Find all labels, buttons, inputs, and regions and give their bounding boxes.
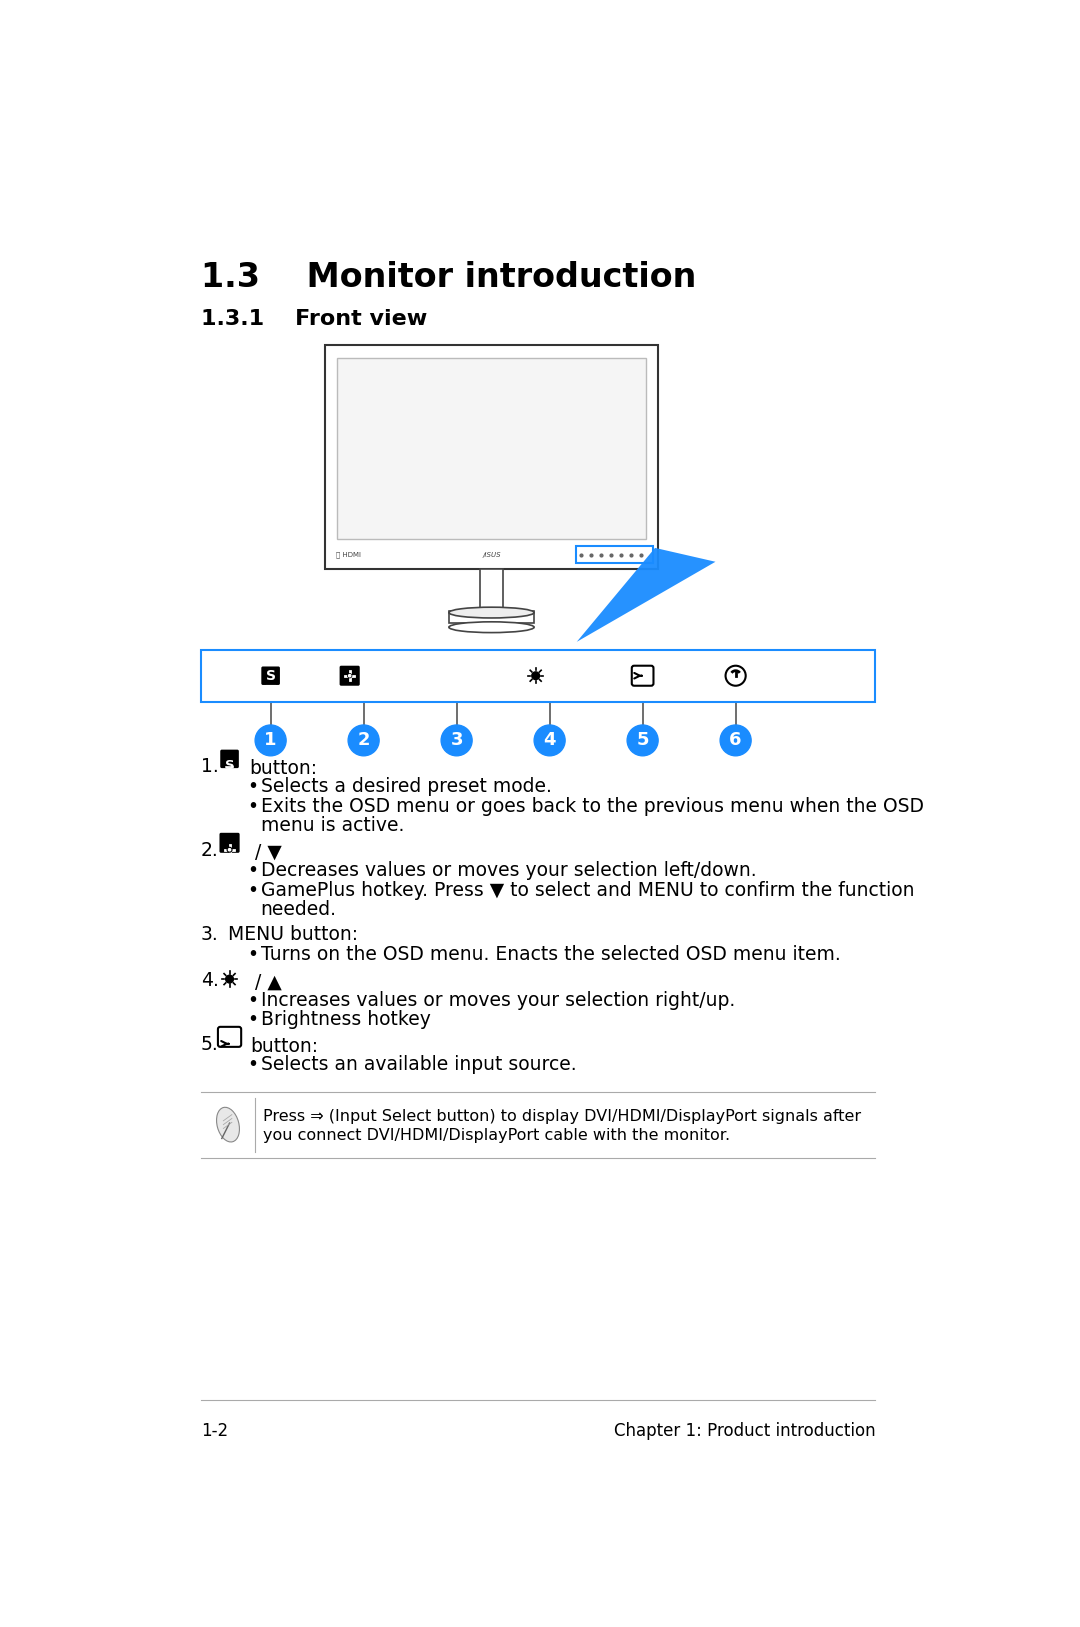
Text: ▲: ▲ <box>552 667 564 682</box>
Ellipse shape <box>217 1108 240 1142</box>
Text: 1-2: 1-2 <box>201 1422 228 1440</box>
Text: Brightness hotkey: Brightness hotkey <box>260 1010 431 1028</box>
Circle shape <box>726 665 745 685</box>
Text: •: • <box>247 1056 258 1074</box>
FancyBboxPatch shape <box>632 665 653 685</box>
Text: needed.: needed. <box>260 900 337 919</box>
Circle shape <box>348 726 379 757</box>
Circle shape <box>349 675 351 677</box>
Circle shape <box>228 849 231 851</box>
Text: Press ⇒ (Input Select button) to display DVI/HDMI/DisplayPort signals after: Press ⇒ (Input Select button) to display… <box>262 1110 861 1124</box>
Text: 3: 3 <box>450 732 463 750</box>
Circle shape <box>627 726 658 757</box>
Text: 5.: 5. <box>201 1035 218 1054</box>
Text: GamePlus hotkey. Press ▼ to select and MENU to confirm the function: GamePlus hotkey. Press ▼ to select and M… <box>260 880 914 900</box>
Text: Selects a desired preset mode.: Selects a desired preset mode. <box>260 778 552 796</box>
Circle shape <box>255 726 286 757</box>
Text: /: / <box>359 667 369 685</box>
Ellipse shape <box>449 607 535 618</box>
Text: •: • <box>247 1010 258 1028</box>
Text: /ISUS: /ISUS <box>482 552 501 558</box>
Text: Increases values or moves your selection right/up.: Increases values or moves your selection… <box>260 991 734 1010</box>
Text: 6: 6 <box>729 732 742 750</box>
Text: •: • <box>247 991 258 1010</box>
Circle shape <box>227 848 232 853</box>
Text: / ▲: / ▲ <box>248 973 282 991</box>
Text: / ▼: / ▼ <box>248 843 282 862</box>
Text: button:: button: <box>248 758 318 778</box>
Text: Turns on the OSD menu. Enacts the selected OSD menu item.: Turns on the OSD menu. Enacts the select… <box>260 945 840 965</box>
Circle shape <box>720 726 751 757</box>
Text: •: • <box>247 880 258 900</box>
Text: •: • <box>247 945 258 965</box>
Text: Exits the OSD menu or goes back to the previous menu when the OSD: Exits the OSD menu or goes back to the p… <box>260 797 923 815</box>
Text: 1.3    Monitor introduction: 1.3 Monitor introduction <box>201 260 697 294</box>
Bar <box>449 612 535 623</box>
Text: ▼: ▼ <box>365 669 377 683</box>
Text: MENU: MENU <box>429 667 484 685</box>
Ellipse shape <box>449 622 535 633</box>
Bar <box>337 358 646 540</box>
Text: •: • <box>247 797 258 815</box>
Text: 3.: 3. <box>201 926 218 944</box>
Text: 4: 4 <box>543 732 556 750</box>
Text: menu is active.: menu is active. <box>260 815 404 835</box>
FancyBboxPatch shape <box>218 1027 241 1046</box>
Text: Selects an available input source.: Selects an available input source. <box>260 1056 576 1074</box>
Bar <box>480 569 503 612</box>
Bar <box>201 649 875 701</box>
Text: 1: 1 <box>265 732 276 750</box>
Text: you connect DVI/HDMI/DisplayPort cable with the monitor.: you connect DVI/HDMI/DisplayPort cable w… <box>262 1129 730 1144</box>
Text: MENU button:: MENU button: <box>228 926 359 944</box>
FancyBboxPatch shape <box>220 750 239 768</box>
Text: •: • <box>247 861 258 880</box>
Text: ⓗ HDMI: ⓗ HDMI <box>336 552 361 558</box>
Text: 1.: 1. <box>201 757 218 776</box>
FancyBboxPatch shape <box>261 667 280 685</box>
Text: •: • <box>247 778 258 796</box>
Circle shape <box>441 726 472 757</box>
Circle shape <box>348 674 352 677</box>
Text: 5: 5 <box>636 732 649 750</box>
Text: 2: 2 <box>357 732 369 750</box>
Circle shape <box>535 726 565 757</box>
Text: Chapter 1: Product introduction: Chapter 1: Product introduction <box>613 1422 875 1440</box>
Circle shape <box>531 672 540 680</box>
Bar <box>325 345 658 569</box>
Polygon shape <box>577 548 715 641</box>
Text: S: S <box>266 669 275 683</box>
FancyBboxPatch shape <box>339 665 360 685</box>
Text: button:: button: <box>251 1036 319 1056</box>
Text: Decreases values or moves your selection left/down.: Decreases values or moves your selection… <box>260 861 756 880</box>
FancyBboxPatch shape <box>219 833 240 853</box>
Text: 4.: 4. <box>201 971 219 989</box>
Text: S: S <box>225 760 234 773</box>
Text: /: / <box>545 667 556 685</box>
Text: 1.3.1    Front view: 1.3.1 Front view <box>201 309 427 329</box>
Circle shape <box>226 975 233 983</box>
Text: 2.: 2. <box>201 841 218 861</box>
Bar <box>576 547 653 563</box>
